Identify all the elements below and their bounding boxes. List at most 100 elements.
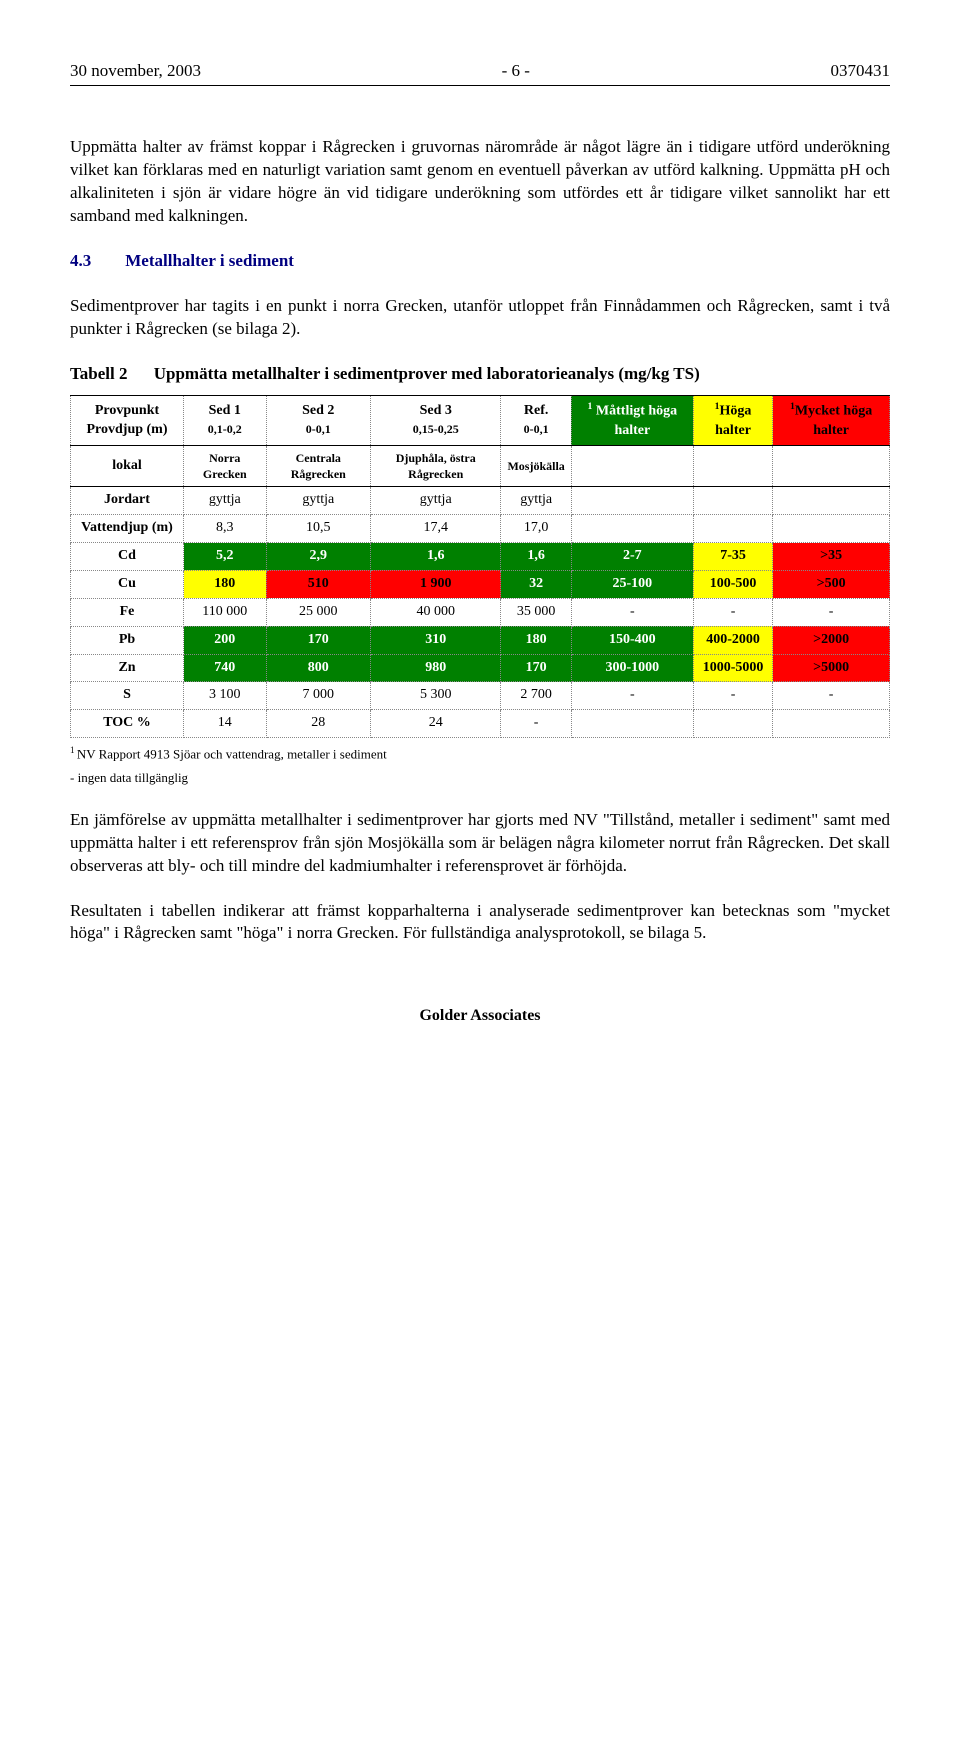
th-lokal-2: Centrala Rågrecken (266, 445, 370, 486)
row-label: Cd (71, 543, 184, 571)
footnote-1: 1 NV Rapport 4913 Sjöar och vattendrag, … (70, 744, 890, 763)
cell: 7-35 (693, 543, 772, 571)
table-row: Pb200170310180150-400400-2000>2000 (71, 626, 890, 654)
th-ref-title: Ref. (524, 403, 549, 418)
cell: 200 (184, 626, 267, 654)
th-provpunkt: Provpunkt Provdjup (m) (71, 396, 184, 445)
cell: - (501, 710, 571, 738)
cell: 150-400 (571, 626, 693, 654)
row-label: TOC % (71, 710, 184, 738)
table-row: Vattendjup (m)8,310,517,417,0 (71, 515, 890, 543)
footnote-1-text: NV Rapport 4913 Sjöar och vattendrag, me… (77, 747, 387, 762)
th-sed3-title: Sed 3 (420, 403, 452, 418)
cell: 2 700 (501, 682, 571, 710)
th-blank-7 (773, 445, 890, 486)
th-lokal-3: Djuphåla, östra Rågrecken (370, 445, 500, 486)
cell: 740 (184, 654, 267, 682)
cell: 28 (266, 710, 370, 738)
table-row: TOC %142824- (71, 710, 890, 738)
row-label: Jordart (71, 487, 184, 515)
th-high: 1Höga halter (693, 396, 772, 445)
cell: - (693, 682, 772, 710)
cell: 180 (184, 570, 267, 598)
paragraph-intro: Uppmätta halter av främst koppar i Rågre… (70, 136, 890, 228)
cell (693, 710, 772, 738)
cell: gyttja (370, 487, 500, 515)
cell: - (773, 598, 890, 626)
row-label: S (71, 682, 184, 710)
cell: 980 (370, 654, 500, 682)
section-title-text: Metallhalter i sediment (125, 250, 294, 273)
th-ref-sub: 0-0,1 (524, 422, 549, 436)
th-sed1-title: Sed 1 (209, 403, 241, 418)
section-heading: 4.3 Metallhalter i sediment (70, 250, 890, 273)
cell: 1,6 (370, 543, 500, 571)
paragraph-results: Resultaten i tabellen indikerar att främ… (70, 900, 890, 946)
cell: 14 (184, 710, 267, 738)
cell: 10,5 (266, 515, 370, 543)
table-caption-text: Uppmätta metallhalter i sedimentprover m… (154, 364, 700, 383)
table-row: Jordartgyttjagyttjagyttjagyttja (71, 487, 890, 515)
cell: >35 (773, 543, 890, 571)
cell: 3 100 (184, 682, 267, 710)
cell: 800 (266, 654, 370, 682)
cell (571, 710, 693, 738)
table-header-row-2: lokal Norra Grecken Centrala Rågrecken D… (71, 445, 890, 486)
cell: 1 900 (370, 570, 500, 598)
th-lokal-4: Mosjökälla (501, 445, 571, 486)
cell (571, 515, 693, 543)
cell (693, 487, 772, 515)
cell (773, 487, 890, 515)
cell: 170 (501, 654, 571, 682)
cell: gyttja (266, 487, 370, 515)
table-row: Cu1805101 9003225-100100-500>500 (71, 570, 890, 598)
paragraph-comparison: En jämförelse av uppmätta metallhalter i… (70, 809, 890, 878)
header-date: 30 november, 2003 (70, 60, 201, 83)
cell: 35 000 (501, 598, 571, 626)
header-page: - 6 - (502, 60, 530, 83)
cell: 2-7 (571, 543, 693, 571)
cell: 7 000 (266, 682, 370, 710)
cell: - (571, 598, 693, 626)
th-high-text: Höga halter (715, 404, 751, 438)
th-lokal: lokal (71, 445, 184, 486)
th-moderate-text: Måttligt höga halter (592, 404, 677, 438)
th-sed2-sub: 0-0,1 (306, 422, 331, 436)
th-blank-5 (571, 445, 693, 486)
header-docnum: 0370431 (831, 60, 891, 83)
table-caption: Tabell 2 Uppmätta metallhalter i sedimen… (70, 363, 890, 386)
cell (773, 515, 890, 543)
sediment-table: Provpunkt Provdjup (m) Sed 1 0,1-0,2 Sed … (70, 395, 890, 738)
cell: 100-500 (693, 570, 772, 598)
cell: 5,2 (184, 543, 267, 571)
table-body: JordartgyttjagyttjagyttjagyttjaVattendju… (71, 487, 890, 738)
cell: - (773, 682, 890, 710)
paragraph-sediment: Sedimentprover har tagits i en punkt i n… (70, 295, 890, 341)
cell: 25-100 (571, 570, 693, 598)
cell (693, 515, 772, 543)
cell: 17,4 (370, 515, 500, 543)
section-number: 4.3 (70, 250, 91, 273)
cell: >5000 (773, 654, 890, 682)
cell: 17,0 (501, 515, 571, 543)
th-veryhigh: 1Mycket höga halter (773, 396, 890, 445)
cell: - (571, 682, 693, 710)
cell: 110 000 (184, 598, 267, 626)
cell: 1000-5000 (693, 654, 772, 682)
page-footer: Golder Associates (70, 1005, 890, 1027)
cell: 400-2000 (693, 626, 772, 654)
cell: >500 (773, 570, 890, 598)
cell: 5 300 (370, 682, 500, 710)
cell: 180 (501, 626, 571, 654)
footnote-1-sup: 1 (70, 745, 77, 755)
th-veryhigh-text: Mycket höga halter (795, 404, 872, 438)
th-sed1: Sed 1 0,1-0,2 (184, 396, 267, 445)
th-blank-6 (693, 445, 772, 486)
th-sed1-sub: 0,1-0,2 (208, 422, 242, 436)
table-row: Zn740800980170300-10001000-5000>5000 (71, 654, 890, 682)
th-sed2-title: Sed 2 (302, 403, 334, 418)
table-number: Tabell 2 (70, 364, 127, 383)
th-sed3: Sed 30,15-0,25 (370, 396, 500, 445)
cell: 2,9 (266, 543, 370, 571)
cell: 510 (266, 570, 370, 598)
